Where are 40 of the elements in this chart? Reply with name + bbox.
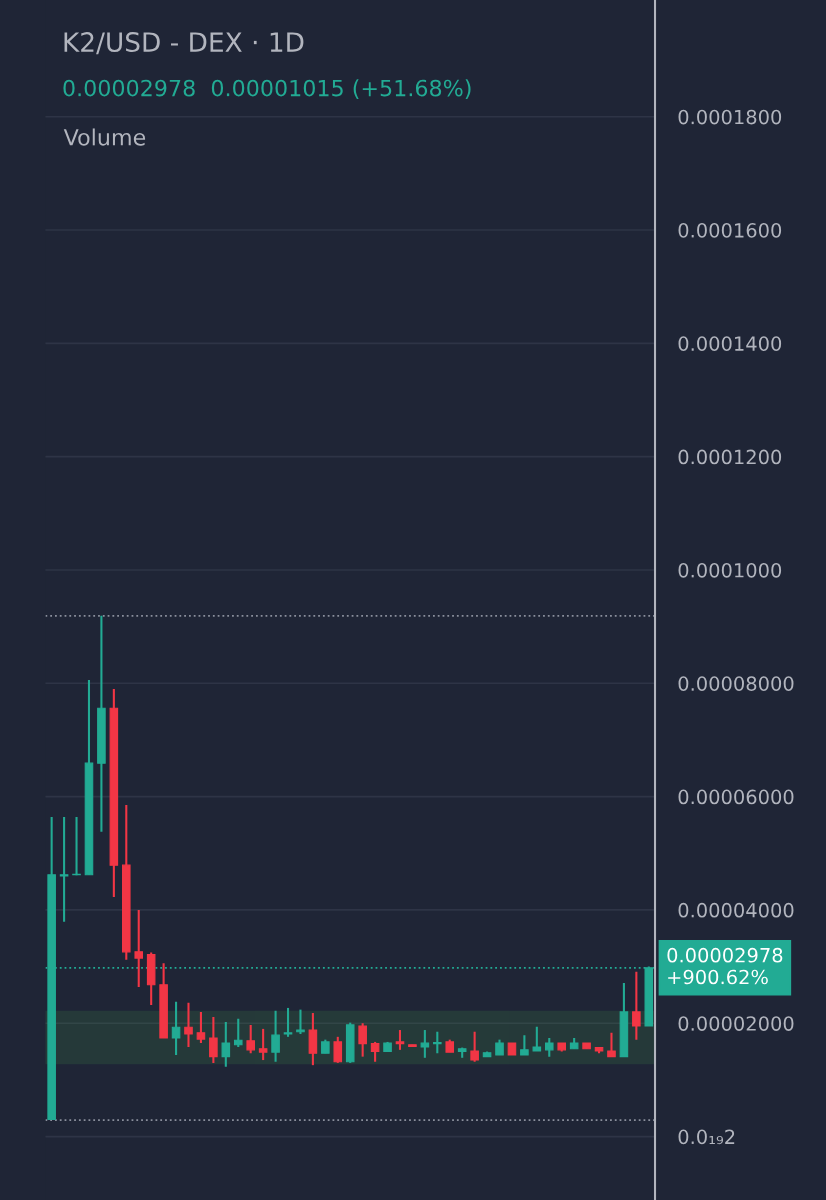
candlestick: [358, 1022, 367, 1058]
candlestick: [196, 1010, 206, 1045]
text: K2/USD - DEX · 1D: [64, 32, 304, 55]
candlestick: [246, 1023, 255, 1055]
candlestick: [258, 1027, 268, 1062]
text: 0.00002978 0.00001015 (+51.68%): [63, 79, 471, 100]
candlestick: [59, 815, 69, 923]
y-tick-label: 0.0₁₉2: [678, 1129, 735, 1145]
ref-line-label: 0.00002978 +900.62%: [667, 947, 783, 985]
y-tick-label: 0.0001600: [678, 222, 782, 238]
y-tick-label: 0.00008000: [678, 676, 794, 691]
y-tick-label: 0.00004000: [678, 902, 794, 918]
candlestick: [333, 1035, 343, 1064]
candlestick: [544, 1036, 554, 1058]
candlestick: [233, 1017, 243, 1049]
candlestick: [184, 1001, 193, 1049]
candlestick: [395, 1028, 405, 1051]
candlestick: [632, 970, 641, 1041]
candlestick: [134, 908, 144, 989]
y-tick-label: 0.0001000: [678, 562, 782, 578]
candlestick: [283, 1006, 293, 1038]
candlestick: [420, 1028, 430, 1059]
candlestick: [221, 1021, 231, 1068]
y-tick-label: 0.00006000: [678, 789, 794, 805]
candlestick: [296, 1008, 305, 1036]
candlestick: [433, 1030, 442, 1055]
candlestick: [171, 1000, 181, 1056]
y-tick-label: 0.0001200: [678, 449, 782, 465]
candlestick: [470, 1030, 479, 1063]
annotation: Volume: [63, 128, 146, 146]
candlestick: [370, 1040, 380, 1063]
candlestick: [271, 1009, 280, 1063]
y-tick-label: 0.0001800: [678, 109, 782, 125]
candlestick: [520, 1034, 529, 1056]
candlestick: [532, 1025, 542, 1053]
y-tick-label: 0.0001400: [678, 336, 782, 352]
candlestick: [308, 1011, 318, 1067]
candlestick: [607, 1031, 616, 1058]
candlestick: [209, 1015, 218, 1064]
y-tick-label: 0.00002000: [678, 1016, 794, 1031]
